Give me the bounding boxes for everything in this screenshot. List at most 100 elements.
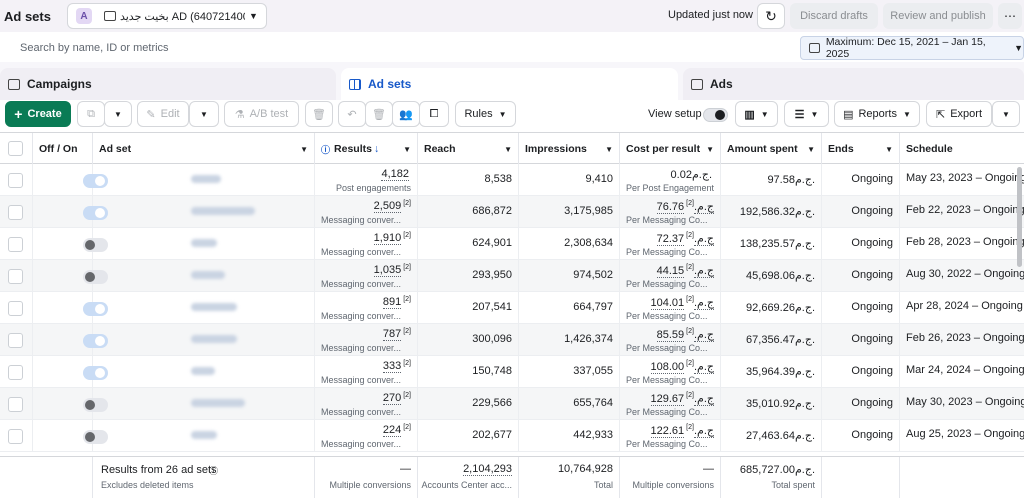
ad-set-name-redacted[interactable] <box>191 303 237 311</box>
info-icon[interactable]: ⓘ <box>209 466 219 476</box>
audience-button[interactable]: 👥 <box>392 101 420 127</box>
results-type: Messaging conver... <box>321 311 402 321</box>
view-setup-toggle[interactable] <box>703 108 728 122</box>
cost-footnote: [2] <box>686 296 694 303</box>
chevron-down-icon: ▼ <box>498 109 507 119</box>
create-button[interactable]: + Create <box>5 101 71 127</box>
ad-set-name-redacted[interactable] <box>191 207 255 215</box>
ad-set-name-cell[interactable] <box>93 420 315 452</box>
account-selector[interactable]: A بخيت جديد AD (6407214009... ▼ <box>66 3 267 29</box>
row-checkbox[interactable] <box>8 237 23 252</box>
row-checkbox[interactable] <box>8 333 23 348</box>
ad-set-name-cell[interactable] <box>93 388 315 420</box>
ad-set-name-cell[interactable] <box>93 164 315 196</box>
ad-set-name-cell[interactable] <box>93 356 315 388</box>
ad-set-name-cell[interactable] <box>93 196 315 228</box>
date-range-picker[interactable]: Maximum: Dec 15, 2021 – Jan 15, 2025 ▼ <box>800 36 1024 60</box>
column-header-onoff[interactable]: Off / On <box>33 133 93 165</box>
columns-button[interactable]: ▥ ▼ <box>735 101 778 127</box>
onoff-cell <box>33 388 108 420</box>
more-icon: ⋯ <box>1004 9 1016 23</box>
tab-campaigns[interactable]: Campaigns <box>0 68 336 100</box>
breakdown-button[interactable]: ☰ ▼ <box>784 101 829 127</box>
tab-ads[interactable]: Ads <box>683 68 1024 100</box>
delete-button[interactable]: 🗑 <box>305 101 333 127</box>
column-header-adset[interactable]: Ad set ▼ <box>93 133 315 165</box>
ad-set-name-cell[interactable] <box>93 292 315 324</box>
row-checkbox[interactable] <box>8 429 23 444</box>
reach-cell: 300,096 <box>418 324 519 356</box>
export-menu-button[interactable]: ▼ <box>992 101 1020 127</box>
table-scrollbar[interactable] <box>1017 167 1022 267</box>
ad-set-toggle[interactable] <box>83 270 108 284</box>
footer-subtext: Multiple conversions <box>329 480 411 490</box>
row-checkbox[interactable] <box>8 365 23 380</box>
ad-set-toggle[interactable] <box>83 238 108 252</box>
ad-set-name-redacted[interactable] <box>191 431 217 439</box>
refresh-button[interactable]: ↻ <box>757 3 785 29</box>
row-checkbox[interactable] <box>8 173 23 188</box>
rules-label: Rules <box>464 108 493 120</box>
rules-button[interactable]: Rules ▼ <box>455 101 516 127</box>
ad-set-name-redacted[interactable] <box>191 399 245 407</box>
ad-set-name-cell[interactable] <box>93 260 315 292</box>
table-row[interactable]: 787 [2] Messaging conver... 300,096 1,426… <box>0 324 1024 356</box>
duplicate-button[interactable]: ⧉ <box>77 101 105 127</box>
column-header-impressions[interactable]: Impressions ▼ <box>519 133 620 165</box>
ad-set-name-redacted[interactable] <box>191 367 215 375</box>
table-row[interactable]: 1,035 [2] Messaging conver... 293,950 974… <box>0 260 1024 292</box>
row-checkbox[interactable] <box>8 205 23 220</box>
discard-drafts-button[interactable]: Discard drafts <box>790 3 878 29</box>
ad-set-toggle[interactable] <box>83 398 108 412</box>
preview-button[interactable]: ⧠ <box>419 101 449 127</box>
column-header-results[interactable]: ⓘ Results ↓ ▼ <box>315 133 418 165</box>
delete-draft-button[interactable]: 🗑 <box>365 101 393 127</box>
table-row[interactable]: 2,509 [2] Messaging conver... 686,872 3,1… <box>0 196 1024 228</box>
duplicate-menu-button[interactable]: ▼ <box>104 101 132 127</box>
table-row[interactable]: 4,182 Post engagements 8,538 9,410 0.02ج… <box>0 164 1024 196</box>
search-input[interactable]: Search by name, ID or metrics <box>0 36 797 60</box>
footer-subtext: Accounts Center acc... <box>421 480 512 490</box>
cost-per-result-value: 122.61ج.م.[2] <box>650 424 714 438</box>
table-row[interactable]: 333 [2] Messaging conver... 150,748 337,0… <box>0 356 1024 388</box>
ad-set-toggle[interactable] <box>83 430 108 444</box>
tab-ad-sets[interactable]: Ad sets <box>341 68 678 100</box>
column-header-ends[interactable]: Ends ▼ <box>822 133 900 165</box>
ad-set-name-redacted[interactable] <box>191 175 221 183</box>
ad-set-toggle[interactable] <box>83 334 108 348</box>
ad-set-name-cell[interactable] <box>93 228 315 260</box>
ad-set-toggle[interactable] <box>83 302 108 316</box>
column-header-schedule[interactable]: Schedule <box>900 133 1024 165</box>
edit-button[interactable]: ✎ Edit <box>137 101 189 127</box>
ad-set-toggle[interactable] <box>83 206 108 220</box>
cost-per-result-value: 104.01ج.م.[2] <box>650 296 714 310</box>
ad-set-name-redacted[interactable] <box>191 335 237 343</box>
select-all-checkbox[interactable] <box>8 141 23 156</box>
ad-set-toggle[interactable] <box>83 366 108 380</box>
ad-set-name-redacted[interactable] <box>191 239 217 247</box>
more-options-button[interactable]: ⋯ <box>998 3 1022 29</box>
row-checkbox[interactable] <box>8 301 23 316</box>
row-checkbox[interactable] <box>8 269 23 284</box>
column-header-reach[interactable]: Reach ▼ <box>418 133 519 165</box>
table-row[interactable]: 224 [2] Messaging conver... 202,677 442,9… <box>0 420 1024 452</box>
review-publish-button[interactable]: Review and publish <box>883 3 993 29</box>
reach-value: 207,541 <box>472 301 512 313</box>
ad-set-name-redacted[interactable] <box>191 271 225 279</box>
ad-set-toggle[interactable] <box>83 174 108 188</box>
table-row[interactable]: 270 [2] Messaging conver... 229,566 655,7… <box>0 388 1024 420</box>
column-header-amount-spent[interactable]: Amount spent ▼ <box>721 133 822 165</box>
undo-button[interactable]: ↶ <box>338 101 366 127</box>
reports-button[interactable]: ▤ Reports ▼ <box>834 101 920 127</box>
row-select-cell <box>0 164 33 196</box>
row-checkbox[interactable] <box>8 397 23 412</box>
ab-test-button[interactable]: ⚗ A/B test <box>224 101 299 127</box>
impressions-value: 442,933 <box>573 429 613 441</box>
table-row[interactable]: 1,910 [2] Messaging conver... 624,901 2,3… <box>0 228 1024 260</box>
preview-icon: ⧠ <box>429 107 439 120</box>
table-row[interactable]: 891 [2] Messaging conver... 207,541 664,7… <box>0 292 1024 324</box>
ad-set-name-cell[interactable] <box>93 324 315 356</box>
export-button[interactable]: ⇱ Export <box>926 101 992 127</box>
column-header-cost-per-result[interactable]: Cost per result ▼ <box>620 133 721 165</box>
edit-menu-button[interactable]: ▼ <box>189 101 219 127</box>
